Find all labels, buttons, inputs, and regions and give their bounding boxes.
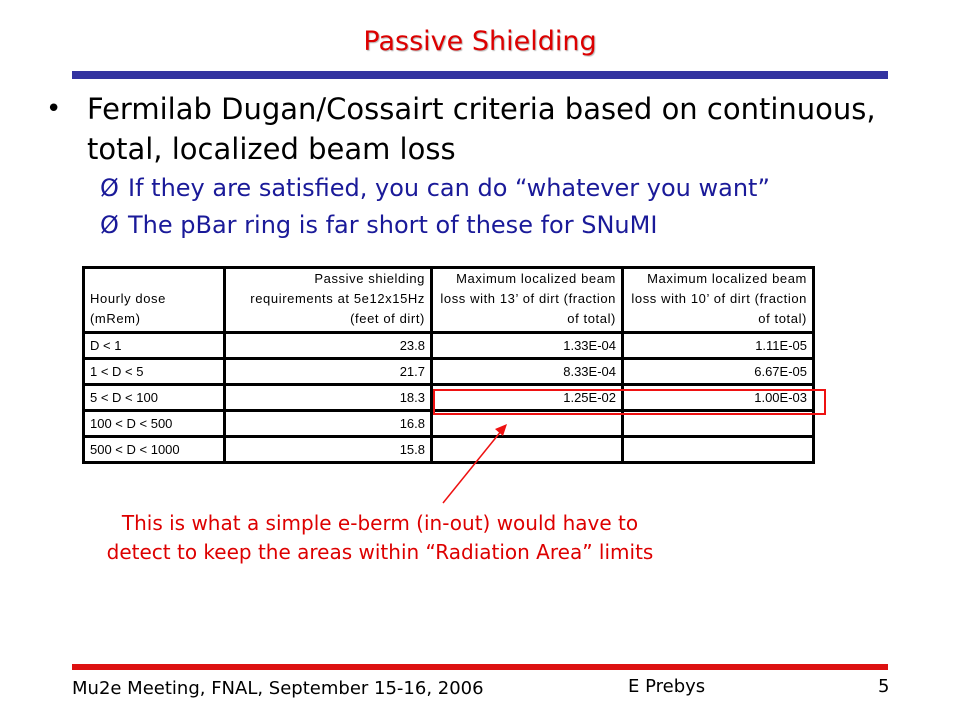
loss-10ft-cell — [624, 412, 812, 435]
dose-range-cell: 1 < D < 5 — [85, 360, 223, 383]
sub-bullet-2: Ø The pBar ring is far short of these for… — [100, 211, 657, 239]
table-row: 100 < D < 500 16.8 — [85, 412, 812, 435]
shielding-cell: 16.8 — [226, 412, 430, 435]
shielding-cell: 21.7 — [226, 360, 430, 383]
table-row: 500 < D < 1000 15.8 — [85, 438, 812, 461]
bullet-marker: • — [46, 94, 62, 124]
header-hourly-dose: Hourly dose (mRem) — [85, 269, 223, 331]
callout-line-2: detect to keep the areas within “Radiati… — [106, 540, 654, 564]
loss-10ft-cell: 1.00E-03 — [624, 386, 812, 409]
dose-range-cell: 5 < D < 100 — [85, 386, 223, 409]
sub-bullet-1: Ø If they are satisfied, you can do “what… — [100, 174, 770, 202]
loss-10ft-cell — [624, 438, 812, 461]
shielding-cell: 15.8 — [226, 438, 430, 461]
footer-meeting: Mu2e Meeting, FNAL, September 15-16, 200… — [72, 678, 484, 699]
dose-range-cell: D < 1 — [85, 334, 223, 357]
dose-table: Hourly dose (mRem) Passive shielding req… — [82, 266, 815, 464]
slide-title: Passive Shielding — [363, 26, 597, 57]
callout-line-1: This is what a simple e-berm (in-out) wo… — [121, 511, 639, 535]
loss-13ft-cell: 1.25E-02 — [433, 386, 621, 409]
loss-13ft-cell — [433, 438, 621, 461]
highlight-box — [433, 389, 826, 415]
sub-bullet-text: The pBar ring is far short of these for … — [128, 211, 658, 239]
loss-10ft-cell: 1.11E-05 — [624, 334, 812, 357]
table-header-row: Hourly dose (mRem) Passive shielding req… — [85, 269, 812, 331]
loss-13ft-cell: 1.33E-04 — [433, 334, 621, 357]
title-divider — [72, 71, 888, 79]
dose-range-cell: 500 < D < 1000 — [85, 438, 223, 461]
arrow-bullet-icon: Ø — [100, 211, 119, 239]
table-row: 1 < D < 5 21.7 8.33E-04 6.67E-05 — [85, 360, 812, 383]
main-bullet: Fermilab Dugan/Cossairt criteria based o… — [87, 92, 876, 166]
footer-divider — [72, 664, 888, 670]
table-row: 5 < D < 100 18.3 1.25E-02 1.00E-03 — [85, 386, 812, 409]
header-shielding-requirements: Passive shielding requirements at 5e12x1… — [226, 269, 430, 331]
dose-range-cell: 100 < D < 500 — [85, 412, 223, 435]
header-loss-10ft: Maximum localized beam loss with 10’ of … — [624, 269, 812, 331]
loss-13ft-cell — [433, 412, 621, 435]
loss-13ft-cell: 8.33E-04 — [433, 360, 621, 383]
footer-author: E Prebys — [628, 676, 706, 697]
callout-text: This is what a simple e-berm (in-out) wo… — [40, 509, 720, 567]
shielding-cell: 23.8 — [226, 334, 430, 357]
header-loss-13ft: Maximum localized beam loss with 13’ of … — [433, 269, 621, 331]
loss-10ft-cell: 6.67E-05 — [624, 360, 812, 383]
table-row: D < 1 23.8 1.33E-04 1.11E-05 — [85, 334, 812, 357]
shielding-cell: 18.3 — [226, 386, 430, 409]
sub-bullet-text: If they are satisfied, you can do “whate… — [128, 174, 770, 202]
page-number: 5 — [878, 676, 890, 697]
arrow-bullet-icon: Ø — [100, 174, 119, 202]
